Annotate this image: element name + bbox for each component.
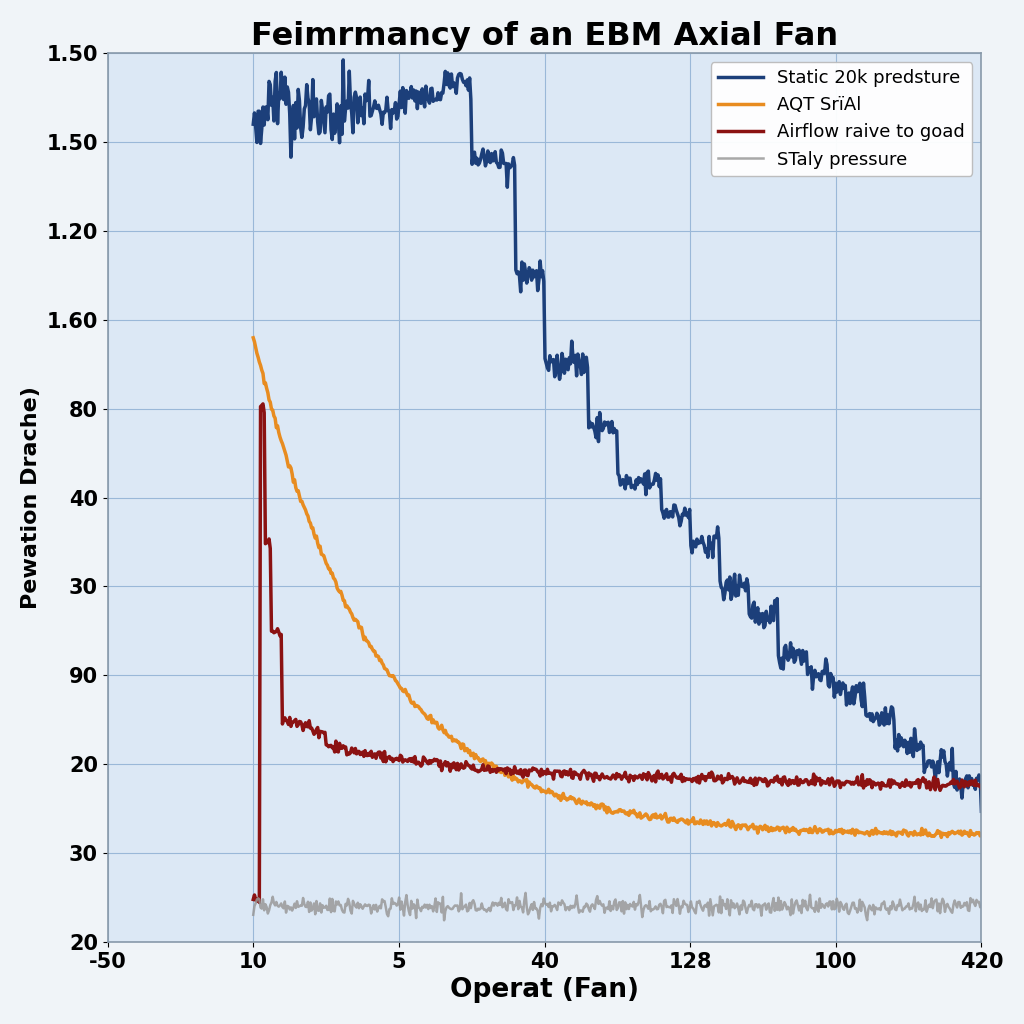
Static 20k predsture <box>678 509 690 521</box>
AQT SrïAl <box>434 722 446 734</box>
Airflow raive to goad <box>257 397 269 410</box>
AQT SrïAl <box>935 831 947 844</box>
Airflow raive to goad <box>798 776 810 788</box>
AQT SrïAl <box>975 827 987 840</box>
STaly pressure <box>579 901 591 913</box>
Legend: Static 20k predsture, AQT SrïAl, Airflow raive to goad, STaly pressure: Static 20k predsture, AQT SrïAl, Airflow… <box>711 62 973 176</box>
Title: Feimrmancy of an EBM Axial Fan: Feimrmancy of an EBM Axial Fan <box>251 20 838 52</box>
Static 20k predsture <box>377 106 389 119</box>
Line: Airflow raive to goad: Airflow raive to goad <box>253 403 981 902</box>
AQT SrïAl <box>247 332 259 344</box>
Airflow raive to goad <box>247 893 259 905</box>
Line: STaly pressure: STaly pressure <box>253 893 981 921</box>
STaly pressure <box>434 898 446 910</box>
Static 20k predsture <box>435 86 447 98</box>
AQT SrïAl <box>733 820 745 833</box>
Y-axis label: Pewation Drache): Pewation Drache) <box>20 386 41 609</box>
AQT SrïAl <box>376 657 388 670</box>
Line: AQT SrïAl: AQT SrïAl <box>253 338 981 838</box>
STaly pressure <box>679 897 691 909</box>
AQT SrïAl <box>796 824 808 837</box>
STaly pressure <box>736 903 749 915</box>
Airflow raive to goad <box>975 782 987 795</box>
Static 20k predsture <box>975 805 987 817</box>
AQT SrïAl <box>577 795 589 807</box>
Airflow raive to goad <box>579 766 591 778</box>
Airflow raive to goad <box>437 759 450 771</box>
STaly pressure <box>376 893 388 905</box>
STaly pressure <box>519 887 531 899</box>
Airflow raive to goad <box>253 896 265 908</box>
Airflow raive to goad <box>679 774 691 786</box>
AQT SrïAl <box>676 813 688 825</box>
Airflow raive to goad <box>379 745 391 758</box>
STaly pressure <box>247 908 259 921</box>
Static 20k predsture <box>797 644 809 656</box>
STaly pressure <box>798 900 810 912</box>
STaly pressure <box>975 900 987 912</box>
Static 20k predsture <box>734 575 746 588</box>
Static 20k predsture <box>578 367 590 379</box>
STaly pressure <box>438 914 451 927</box>
Line: Static 20k predsture: Static 20k predsture <box>253 60 981 811</box>
X-axis label: Operat (Fan): Operat (Fan) <box>450 977 639 1004</box>
Static 20k predsture <box>337 54 349 67</box>
Airflow raive to goad <box>736 773 749 785</box>
Static 20k predsture <box>247 118 259 130</box>
